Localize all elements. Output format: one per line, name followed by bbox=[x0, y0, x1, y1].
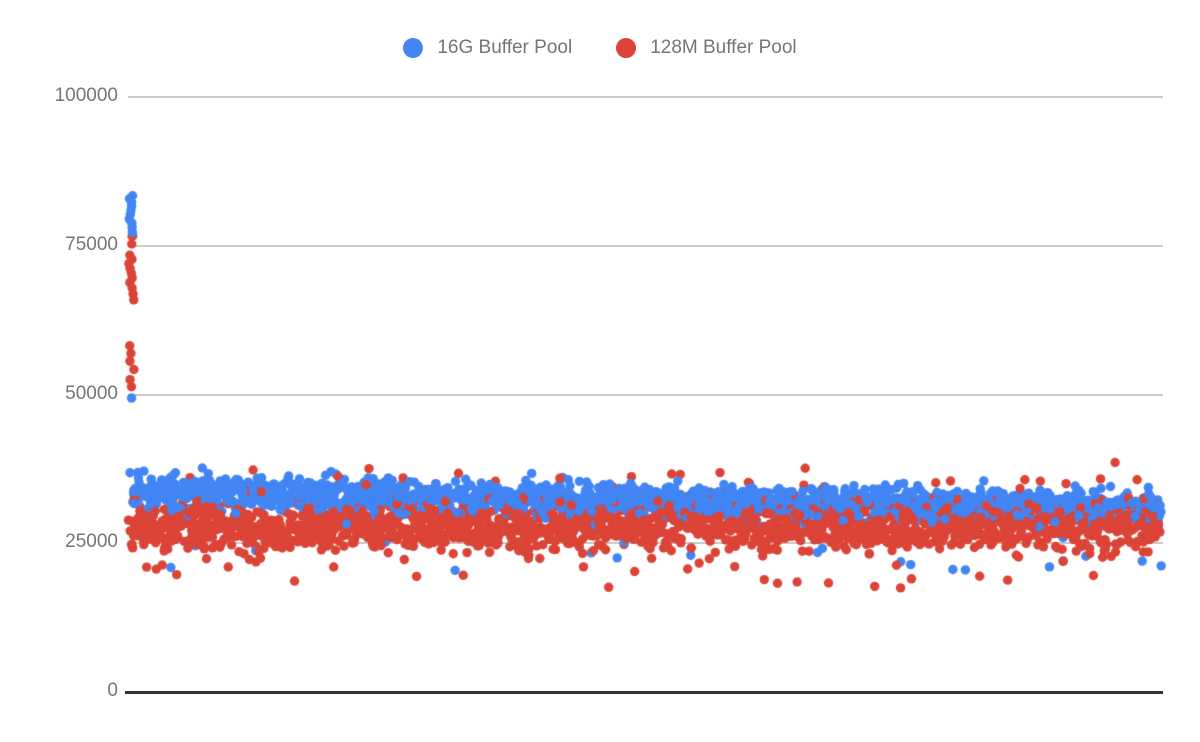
scatter-plot-canvas bbox=[0, 0, 1200, 742]
